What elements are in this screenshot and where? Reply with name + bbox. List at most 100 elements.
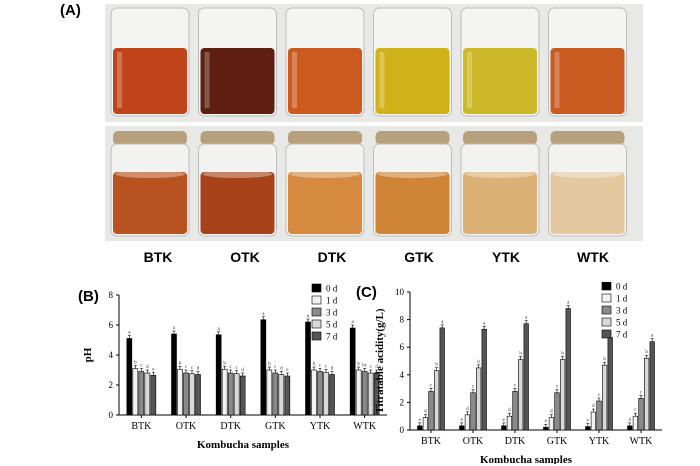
bar [643,357,650,431]
bar [518,359,524,431]
significance-letter: a [307,314,310,319]
significance-letter: c [185,365,188,370]
bar [272,372,279,416]
significance-letter: d [241,368,244,373]
titratable-acidity-chart: 0 2 4 6 8 10 Titratable acidity(g/L) Kombucha s… [374,282,662,464]
legend-label: 7 d [616,330,628,340]
bar [317,371,323,416]
y-axis-label: Titratable acidity(g/L) [374,308,386,414]
legend-label: 5 d [616,318,628,328]
significance-letter: d [146,365,149,370]
y-tick-label: 4 [109,350,114,360]
jar-lid [288,131,362,145]
significance-letter: c [230,365,233,370]
legend-swatch [311,307,322,317]
bar [607,337,613,431]
bar [233,373,240,416]
scoby-layer [115,170,185,178]
bar [434,370,440,431]
category-label: YTK [589,436,610,447]
bottom-jar-liquid [550,172,625,234]
significance-letter: c [640,390,643,395]
legend-swatch [601,293,612,303]
bottom-jar-liquid [200,172,275,234]
panel-c-label: (C) [356,284,377,301]
bar [439,327,445,431]
significance-letter: a [651,334,654,339]
panel-b-label: (B) [78,288,99,305]
top-jar-liquid [113,48,187,114]
bar [329,374,335,416]
y-tick-label: 8 [400,315,405,325]
significance-letter: d [424,410,427,415]
bar [284,375,291,416]
bar [417,425,423,431]
bar [590,411,597,431]
significance-letter: c [274,365,277,370]
significance-letter: b [519,352,522,357]
significance-letter: a [483,321,486,326]
significance-letter: b [223,361,226,366]
photo-divider [105,122,643,126]
significance-letter: c [191,366,194,371]
significance-letter: e [545,419,548,424]
bar [349,327,356,416]
x-axis-label: Kombucha samples [480,454,573,464]
significance-letter: c [556,385,559,390]
legend-label: 3 d [326,308,338,318]
legend-label: 7 d [326,332,338,342]
legend-label: 0 d [326,284,338,294]
significance-letter: b [268,362,271,367]
category-label: YTK [310,421,331,432]
bar [464,414,470,431]
significance-letter: d [550,410,553,415]
significance-letter: a [441,320,444,325]
significance-letter: c [472,385,475,390]
significance-letter: c [598,393,601,398]
bar [481,328,487,431]
bar [361,371,368,416]
bar [189,373,195,416]
legend: 0 d 1 d 3 d 5 d 7 d [311,284,338,342]
category-label: DTK [220,421,241,432]
sample-label-wtk: WTK [577,249,609,265]
sample-labels-row: BTK OTK DTK GTK YTK WTK [105,249,643,269]
significance-letter: d [331,367,334,372]
y-tick-label: 4 [400,370,405,380]
significance-letter: a [262,312,265,317]
significance-letter: a [567,301,570,306]
legend-swatch [311,319,322,329]
category-label: BTK [131,421,152,432]
jar-lid [113,131,187,145]
bar [476,367,482,431]
bar [565,308,571,431]
significance-letter: a [128,331,131,336]
legend-label: 3 d [616,306,628,316]
bar [311,369,317,416]
category-label: GTK [265,421,286,432]
significance-letter: b [645,350,648,355]
bar [195,374,201,416]
bar [266,369,273,416]
bottom-jar-liquid [463,172,537,234]
bar [596,400,602,431]
bar [501,425,507,431]
significance-letter: d [508,408,511,413]
scoby-layer [202,170,273,178]
top-jar-liquid [550,48,625,114]
significance-letter: c [319,364,322,369]
jar-lid [200,131,275,145]
bar [305,321,311,416]
significance-letter: e [152,367,155,372]
legend-label: 0 d [616,282,628,292]
significance-letter: b [134,361,137,366]
significance-letter: c [140,364,143,369]
top-jar-liquid [200,48,275,114]
sample-label-ytk: YTK [492,249,520,265]
bar [177,368,183,416]
bar [239,375,246,416]
significance-letter: a [525,316,528,321]
bar [470,392,476,431]
